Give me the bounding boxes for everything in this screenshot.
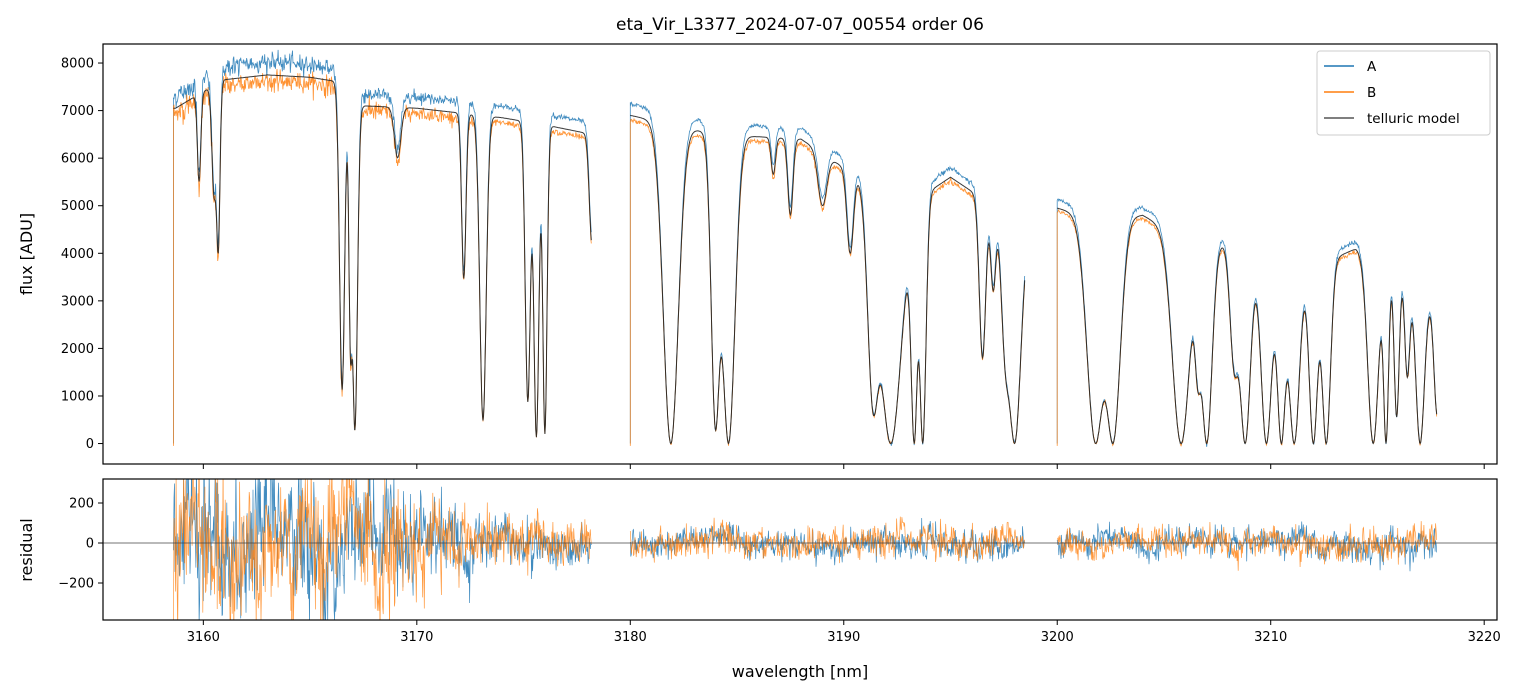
- flux-ytick-label-4: 4000: [61, 247, 94, 262]
- residual-ytick-label-1: 0: [86, 537, 94, 552]
- flux-ytick-label-0: 0: [86, 437, 94, 452]
- flux-ytick-label-5: 5000: [61, 199, 94, 214]
- flux-ytick-label-3: 3000: [61, 294, 94, 309]
- telluric-model-line: [173, 74, 1438, 445]
- legend-box: [1316, 50, 1491, 136]
- residual-ytick-label-0: −200: [58, 577, 94, 592]
- flux-axis-ticks: 0 1000 2000 3000 4000 5000 6000 7000 8000: [61, 57, 1485, 469]
- flux-ytick-label-2: 2000: [61, 342, 94, 357]
- flux-plot-area: [173, 49, 1438, 447]
- flux-ytick-label-6: 6000: [61, 152, 94, 167]
- chart-title: eta_Vir_L3377_2024-07-07_00554 order 06: [616, 15, 984, 35]
- residual-ytick-label-2: 200: [69, 497, 94, 512]
- residual-xtick-label-0: 3160: [187, 630, 220, 645]
- legend-label-telluric-model: telluric model: [1367, 111, 1460, 127]
- residual-xlabel: wavelength [nm]: [732, 662, 869, 681]
- residual-xtick-label-2: 3180: [614, 630, 647, 645]
- flux-ytick-label-7: 7000: [61, 104, 94, 119]
- residual-xtick-label-3: 3190: [827, 630, 860, 645]
- legend: A B telluric model: [1316, 50, 1491, 136]
- legend-label-a: A: [1367, 59, 1377, 75]
- residual-xtick-label-4: 3200: [1041, 630, 1074, 645]
- flux-axes-frame: [102, 43, 1498, 465]
- residual-plot-area: [103, 479, 1497, 620]
- residual-ylabel: residual: [17, 518, 36, 581]
- residual-xtick-label-6: 3220: [1468, 630, 1501, 645]
- residual-panel: 3160 3170 3180 3190 3200 3210 3220 −200 0 200 res…: [17, 478, 1501, 681]
- residual-axes-frame: [102, 478, 1498, 621]
- residual-xtick-label-5: 3210: [1254, 630, 1287, 645]
- residual-xtick-label-1: 3170: [400, 630, 433, 645]
- flux-panel: 0 1000 2000 3000 4000 5000 6000 7000 8000 flux […: [17, 43, 1498, 469]
- flux-ytick-label-1: 1000: [61, 389, 94, 404]
- flux-ytick-label-8: 8000: [61, 57, 94, 72]
- flux-ylabel: flux [ADU]: [17, 213, 36, 295]
- residual-axis-ticks: 3160 3170 3180 3190 3200 3210 3220 −200 0 200: [58, 497, 1500, 646]
- legend-label-b: B: [1367, 85, 1376, 101]
